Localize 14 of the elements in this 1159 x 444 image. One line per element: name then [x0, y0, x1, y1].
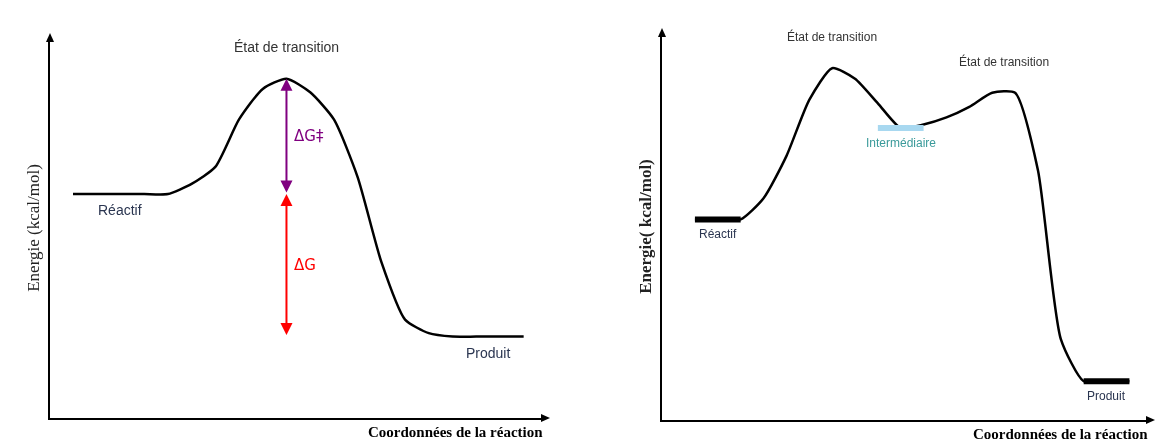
y-axis-title: Energie( kcal/mol)	[636, 159, 656, 294]
annotation: Intermédiaire	[866, 136, 937, 150]
annotation: Produit	[1087, 389, 1126, 403]
annotation: ΔG	[294, 256, 316, 274]
x-axis-title: Coordonnées de la réaction	[368, 424, 544, 440]
annotation: État de transition	[959, 54, 1050, 69]
annotation: Produit	[466, 345, 511, 361]
annotation: Réactif	[98, 202, 142, 218]
x-axis-title: Coordonnées de la réaction	[973, 426, 1149, 442]
annotation: ΔG‡	[294, 127, 324, 145]
annotation: État de transition	[787, 29, 878, 44]
annotation: Réactif	[699, 227, 738, 241]
y-axis-title: Energie (kcal/mol)	[24, 164, 44, 292]
annotation: État de transition	[234, 39, 340, 55]
